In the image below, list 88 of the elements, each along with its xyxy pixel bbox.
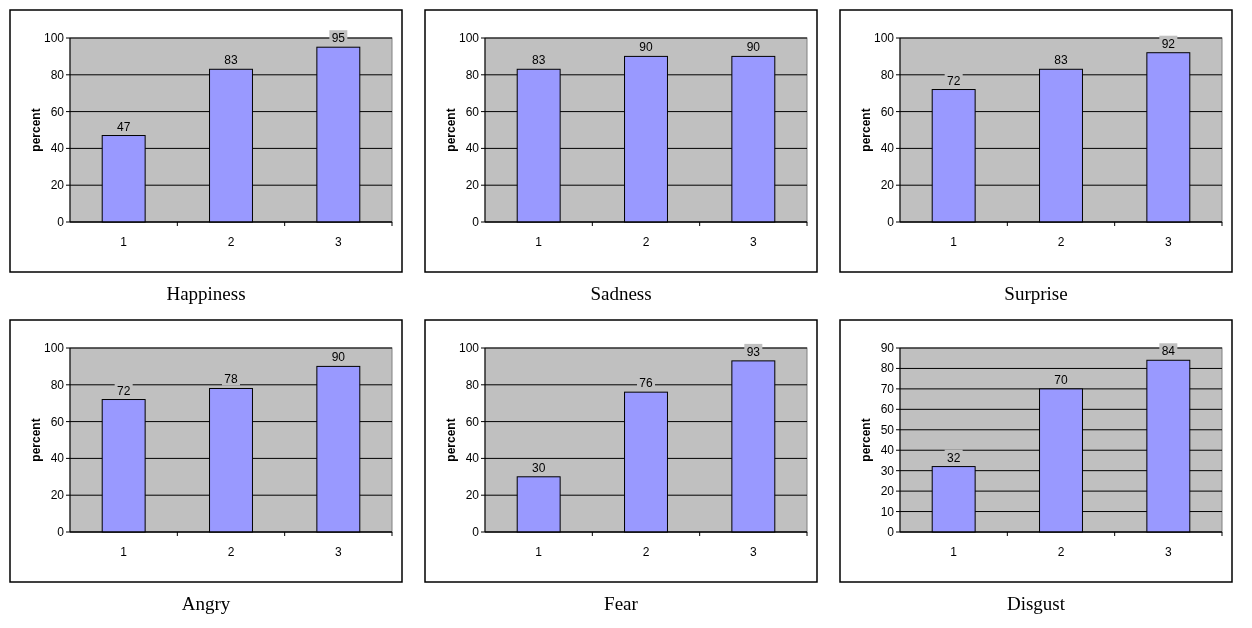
data-label: 70 [1054, 372, 1068, 387]
data-label: 83 [1054, 53, 1068, 68]
data-label: 90 [639, 40, 653, 55]
x-tick-label: 3 [1164, 545, 1172, 559]
y-tick-label: 20 [880, 178, 895, 193]
text: Angry [181, 593, 231, 614]
x-tick-label: 2 [1057, 235, 1065, 249]
x-tick-label: 2 [227, 545, 235, 559]
y-tick-label: 100 [458, 31, 480, 45]
y-tick-label: 100 [458, 341, 480, 355]
x-tick-label: 1 [950, 545, 958, 559]
data-label: 72 [116, 383, 131, 398]
data-label: 78 [224, 372, 238, 387]
x-tick-label: 1 [120, 545, 128, 559]
x-tick-label: 3 [334, 235, 342, 249]
y-tick-label: 40 [465, 451, 480, 466]
y-axis-title: percent [859, 418, 873, 462]
x-tick-label: 3 [749, 235, 757, 249]
y-axis-title: percent [859, 108, 873, 152]
x-tick-label: 2 [642, 235, 650, 249]
y-tick-label: 20 [880, 484, 895, 499]
y-tick-label: 80 [50, 67, 65, 82]
y-tick-label: 80 [50, 377, 65, 392]
data-label: 90 [746, 40, 761, 55]
data-label: 32 [946, 450, 961, 465]
y-tick-label: 20 [465, 488, 480, 503]
y-tick-label: 100 [43, 341, 65, 355]
y-tick-label: 40 [465, 141, 480, 156]
data-label: 95 [331, 31, 346, 46]
x-tick-label: 2 [642, 545, 650, 559]
data-label: 76 [639, 376, 653, 391]
x-tick-label: 1 [120, 235, 128, 249]
data-label: 90 [331, 350, 346, 365]
y-tick-label: 90 [880, 341, 895, 355]
y-tick-label: 60 [880, 402, 895, 417]
y-tick-label: 60 [880, 104, 895, 119]
y-tick-label: 20 [50, 488, 65, 503]
y-tick-label: 70 [880, 381, 895, 396]
x-tick-label: 1 [535, 545, 543, 559]
data-label: 72 [946, 73, 961, 88]
y-tick-label: 0 [472, 215, 480, 229]
y-tick-label: 80 [465, 67, 480, 82]
y-tick-label: 0 [887, 215, 895, 229]
x-tick-label: 1 [950, 235, 958, 249]
x-tick-label: 1 [535, 235, 543, 249]
data-label: 84 [1161, 344, 1176, 359]
y-tick-label: 60 [50, 104, 65, 119]
y-tick-label: 80 [880, 67, 895, 82]
data-label: 92 [1161, 36, 1176, 51]
y-tick-label: 100 [43, 31, 65, 45]
y-tick-label: 20 [465, 178, 480, 193]
x-tick-label: 3 [749, 545, 757, 559]
y-axis-title: percent [444, 108, 458, 152]
y-tick-label: 60 [465, 104, 480, 119]
data-label: 93 [746, 344, 761, 359]
y-tick-label: 80 [880, 361, 895, 376]
text: Sadness [590, 283, 652, 304]
x-tick-label: 2 [227, 235, 235, 249]
x-tick-label: 2 [1057, 545, 1065, 559]
data-label: 83 [224, 53, 238, 68]
data-label: 47 [116, 119, 131, 134]
data-label: 83 [531, 53, 546, 68]
y-tick-label: 100 [873, 31, 895, 45]
x-tick-label: 3 [1164, 235, 1172, 249]
text: Surprise [1004, 283, 1068, 304]
y-axis-title: percent [29, 418, 43, 462]
text: Happiness [166, 283, 246, 304]
y-axis-title: percent [29, 108, 43, 152]
y-tick-label: 10 [880, 504, 895, 519]
text: Fear [604, 593, 639, 614]
y-tick-label: 80 [465, 377, 480, 392]
y-tick-label: 20 [50, 178, 65, 193]
data-label: 30 [531, 460, 546, 475]
text: Disgust [1006, 593, 1066, 614]
y-tick-label: 40 [880, 443, 895, 458]
y-tick-label: 50 [880, 422, 895, 437]
y-tick-label: 40 [50, 141, 65, 156]
x-tick-label: 3 [334, 545, 342, 559]
y-tick-label: 0 [57, 525, 65, 539]
y-tick-label: 0 [57, 215, 65, 229]
y-axis-title: percent [444, 418, 458, 462]
y-tick-label: 40 [50, 451, 65, 466]
y-tick-label: 0 [887, 525, 895, 539]
y-tick-label: 30 [880, 463, 895, 478]
y-tick-label: 60 [465, 414, 480, 429]
y-tick-label: 0 [472, 525, 480, 539]
y-tick-label: 40 [880, 141, 895, 156]
y-tick-label: 60 [50, 414, 65, 429]
